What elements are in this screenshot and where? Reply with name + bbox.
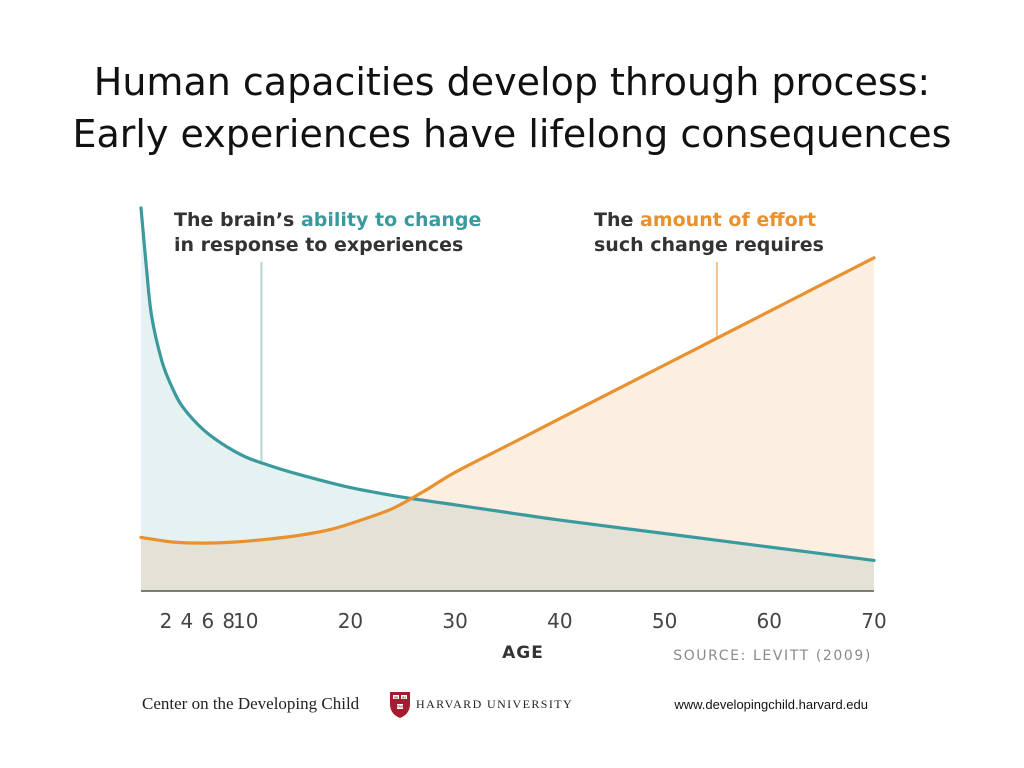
x-tick-label: 8 xyxy=(222,609,235,633)
x-axis-ticks: 2 4 6 810 20 30 40 50 60 70 xyxy=(160,609,887,633)
svg-text:RI: RI xyxy=(402,695,405,699)
center-name: Center on the Developing Child xyxy=(142,694,360,713)
series-label-line: in response to experiences xyxy=(174,234,463,256)
x-tick-label: 20 xyxy=(338,609,363,633)
svg-text:VE: VE xyxy=(394,695,398,699)
series-label-line: The brain’s ability to change xyxy=(174,209,481,231)
harvard-shield-icon: VE RI TAS xyxy=(390,692,410,718)
x-tick-label: 4 xyxy=(181,609,194,633)
x-tick-label: 6 xyxy=(201,609,214,633)
ability-series-line xyxy=(139,206,876,562)
x-axis-label: AGE xyxy=(502,643,544,663)
effort-area xyxy=(141,257,874,591)
website-url[interactable]: www.developingchild.harvard.edu xyxy=(673,697,868,712)
x-tick-label: 50 xyxy=(652,609,677,633)
university-name: HARVARD UNIVERSITY xyxy=(416,697,573,711)
x-tick-label: 70 xyxy=(861,609,886,633)
x-tick-label: 40 xyxy=(547,609,572,633)
slide-title-line-1: Human capacities develop through process… xyxy=(93,60,931,104)
x-tick-label: 30 xyxy=(442,609,467,633)
source-label: SOURCE: LEVITT (2009) xyxy=(673,648,872,664)
ability-area xyxy=(141,208,874,591)
effort-series-line xyxy=(139,256,876,545)
series-label-line: The amount of effort xyxy=(594,209,816,231)
x-tick-label: 10 xyxy=(233,609,258,633)
svg-text:TAS: TAS xyxy=(397,705,403,709)
series-labels: The brain’s ability to change in response… xyxy=(174,209,824,256)
slide-title-line-2: Early experiences have lifelong conseque… xyxy=(72,112,952,156)
x-tick-label: 60 xyxy=(757,609,782,633)
x-tick-label: 2 xyxy=(160,609,173,633)
series-label-line: such change requires xyxy=(594,234,824,256)
slide-title: Human capacities develop through process… xyxy=(0,56,1024,160)
